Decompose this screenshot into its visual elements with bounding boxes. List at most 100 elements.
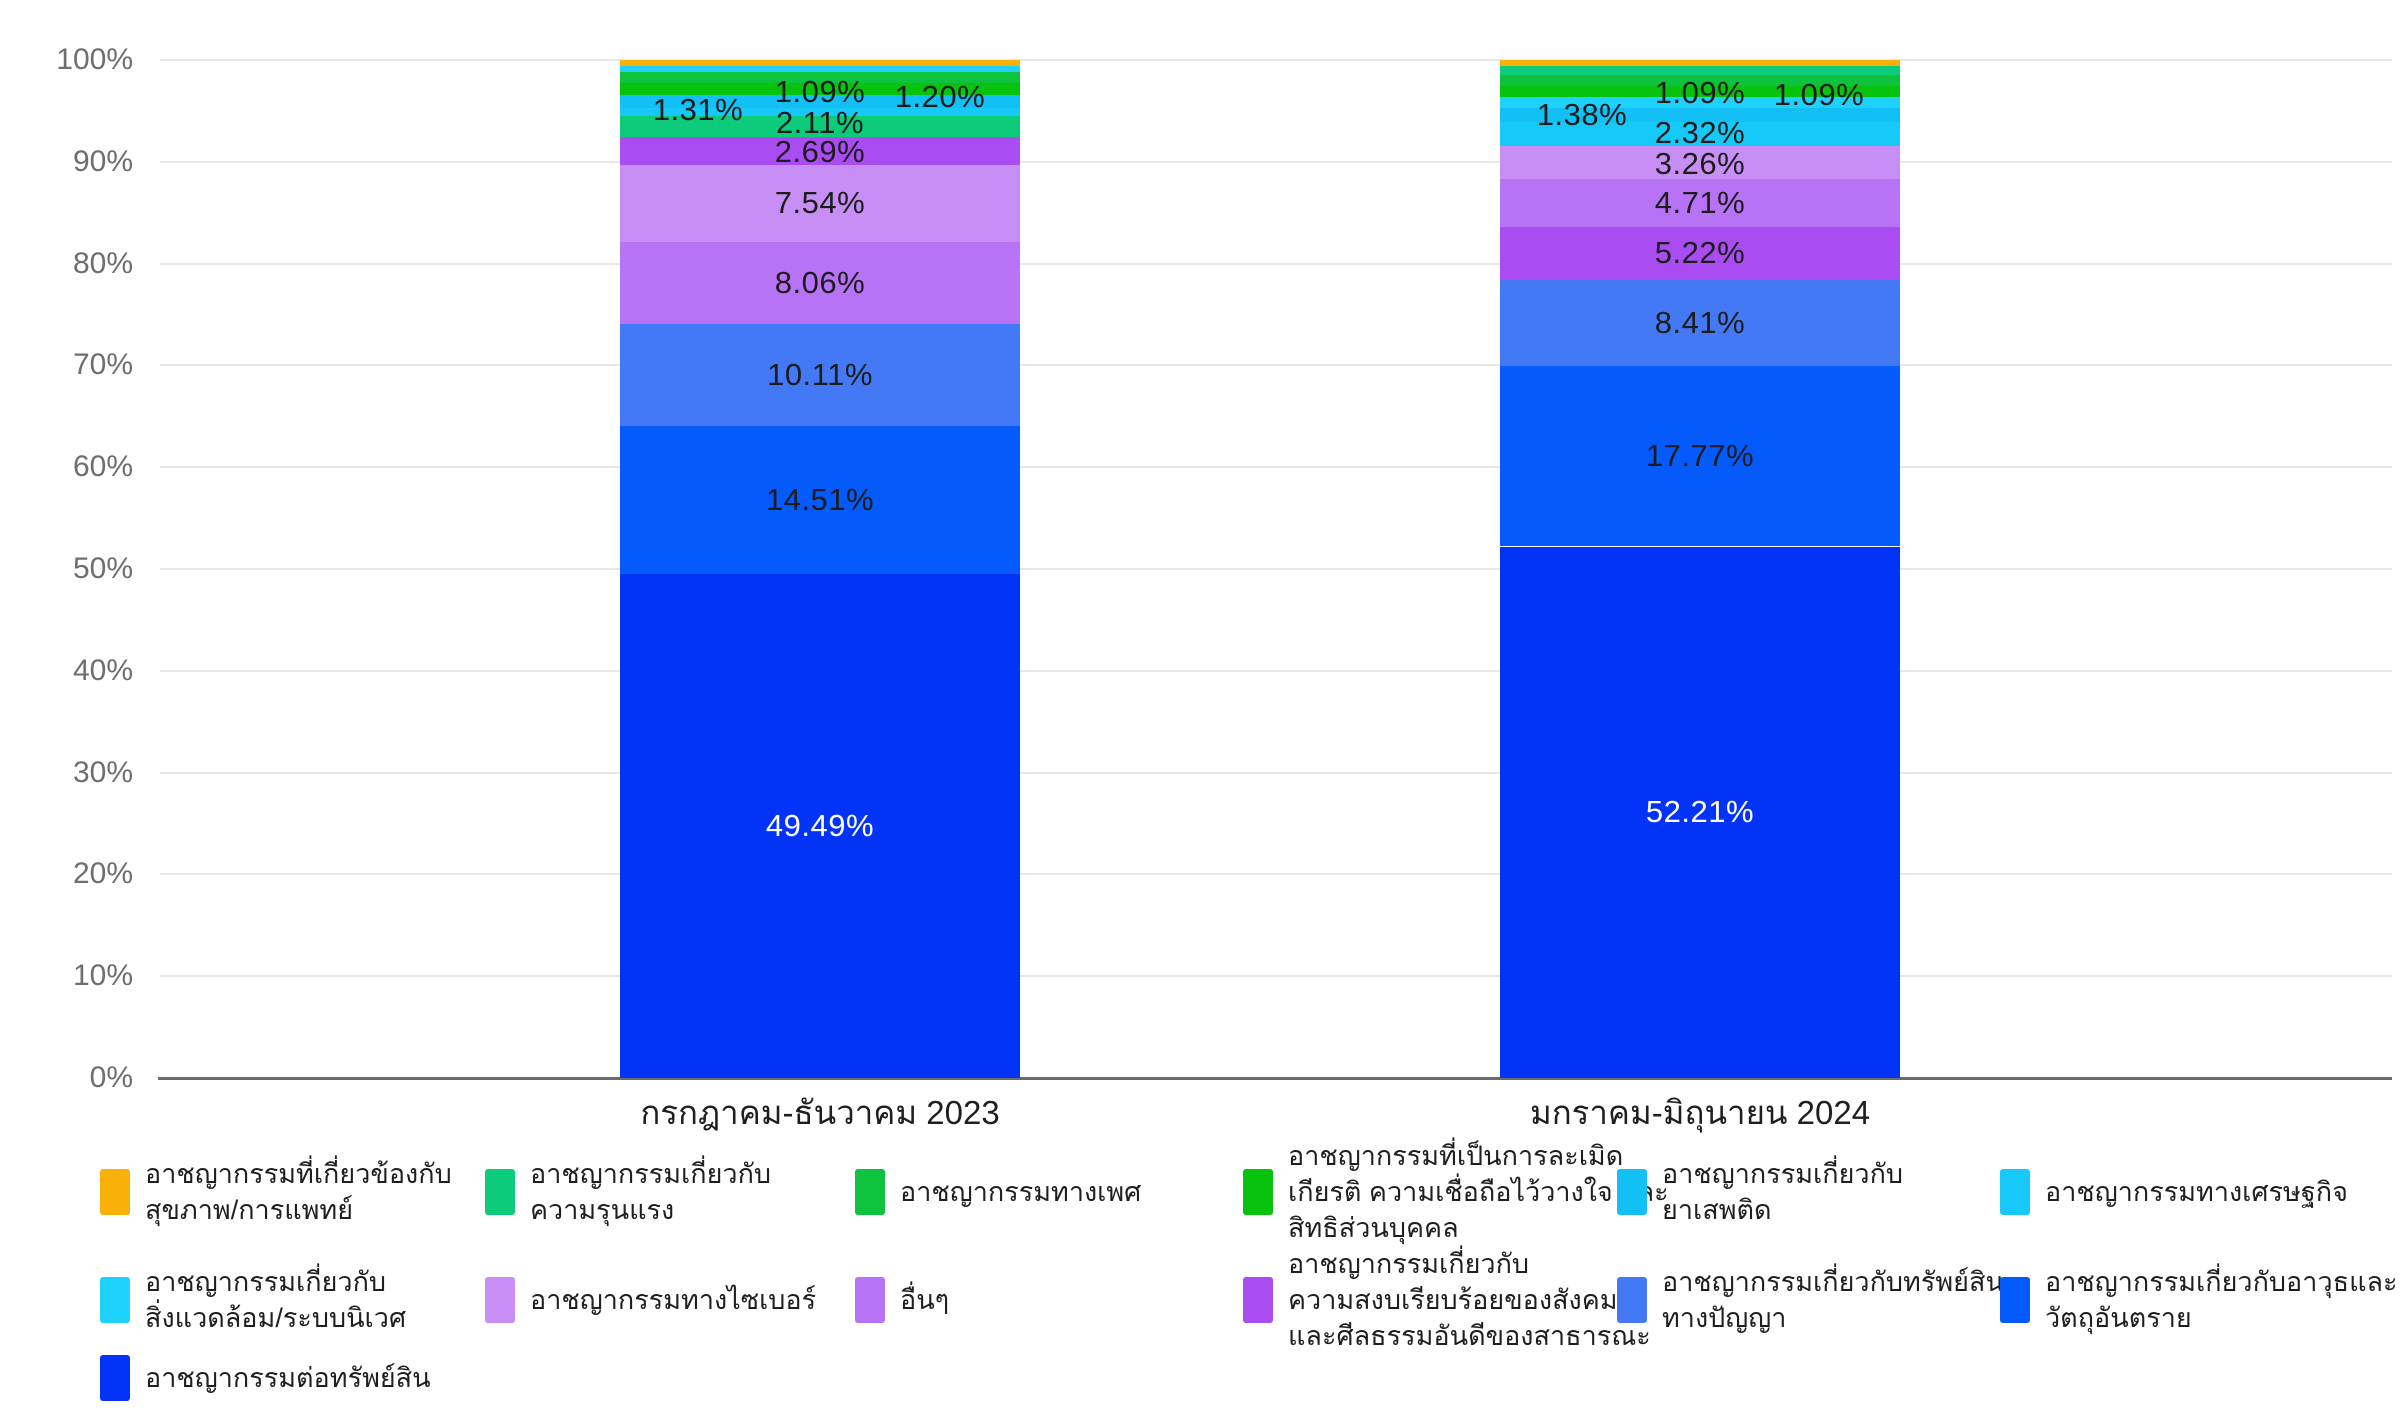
bar-0-value-label-property: 49.49% — [765, 808, 875, 844]
legend-swatch-social_order — [1243, 1277, 1273, 1323]
y-axis-tick-100: 100% — [56, 43, 133, 76]
bar-1-segment-violence — [1500, 66, 1900, 76]
legend-label-health_medical: อาชญากรรมที่เกี่ยวข้องกับ สุขภาพ/การแพทย์ — [145, 1159, 452, 1225]
bar-1-value-label-property: 52.21% — [1645, 794, 1755, 830]
bar-1-segment-social_order — [1500, 226, 1900, 280]
legend-item-honor_trust: อาชญากรรมที่เป็นการละเมิด เกียรติ ความเชื… — [1243, 1140, 1669, 1244]
bar-1-value-label-cyber: 3.26% — [1654, 146, 1746, 181]
legend-item-violence: อาชญากรรมเกี่ยวกับ ความรุนแรง — [485, 1140, 771, 1244]
legend-item-drugs: อาชญากรรมเกี่ยวกับ ยาเสพติด — [1617, 1140, 1903, 1244]
legend-item-social_order: อาชญากรรมเกี่ยวกับ ความสงบเรียบร้อยของสัง… — [1243, 1244, 1651, 1356]
legend-item-sexual: อาชญากรรมทางเพศ — [855, 1140, 1141, 1244]
bar-1-value-label-sexual: 1.09% — [1654, 75, 1746, 110]
gridline-100 — [160, 59, 2392, 61]
bar-1-segment-weapons — [1500, 365, 1900, 547]
bar-0-value-label-sexual: 1.09% — [774, 74, 866, 109]
gridline-20 — [160, 873, 2392, 876]
y-axis-tick-10: 10% — [72, 959, 133, 993]
legend-swatch-property — [100, 1355, 130, 1401]
legend-swatch-violence — [485, 1169, 515, 1215]
bar-0-value-label-social_order: 2.69% — [774, 134, 866, 169]
bar-0-segment-economic — [620, 108, 1020, 116]
legend-swatch-weapons — [2000, 1277, 2030, 1323]
gridline-50 — [160, 568, 2392, 570]
legend-swatch-sexual — [855, 1169, 885, 1215]
legend-swatch-honor_trust — [1243, 1169, 1273, 1215]
legend-item-health_medical: อาชญากรรมที่เกี่ยวข้องกับ สุขภาพ/การแพทย์ — [100, 1140, 452, 1244]
legend-item-cyber: อาชญากรรมทางไซเบอร์ — [485, 1244, 816, 1356]
bar-1-value-label-honor_trust: 1.09% — [1773, 77, 1865, 112]
y-axis-tick-30: 30% — [72, 755, 133, 789]
x-axis-label-0: กรกฎาคม-ธันวาคม 2023 — [640, 1094, 1000, 1131]
legend-swatch-health_medical — [100, 1169, 130, 1215]
y-axis-tick-80: 80% — [72, 246, 133, 280]
y-axis-tick-50: 50% — [72, 552, 133, 585]
bar-1-segment-environment — [1500, 97, 1900, 109]
bar-1-segment-others — [1500, 178, 1900, 227]
bar-1-value-label-others: 4.71% — [1654, 184, 1746, 220]
gridline-40 — [160, 669, 2392, 672]
bar-0-segment-environment — [620, 65, 1020, 72]
legend-label-intellectual_property: อาชญากรรมเกี่ยวกับทรัพย์สิน ทางปัญญา — [1662, 1267, 2004, 1333]
bar-0-segment-weapons — [620, 426, 1020, 575]
bar-0-value-label-others: 8.06% — [774, 264, 866, 300]
bar-0-segment-social_order — [620, 137, 1020, 165]
bar-0-value-label-intellectual_property: 10.11% — [767, 357, 873, 393]
legend-swatch-environment — [100, 1277, 130, 1323]
bar-0-value-label-honor_trust: 1.20% — [894, 79, 986, 114]
legend-item-weapons: อาชญากรรมเกี่ยวกับอาวุธและ วัตถุอันตราย — [2000, 1244, 2398, 1356]
legend-item-environment: อาชญากรรมเกี่ยวกับ สิ่งแวดล้อม/ระบบนิเวศ — [100, 1244, 406, 1356]
bar-1-segment-sexual — [1500, 75, 1900, 87]
legend-swatch-intellectual_property — [1617, 1277, 1647, 1323]
legend-label-cyber: อาชญากรรมทางไซเบอร์ — [530, 1285, 817, 1315]
y-axis-tick-60: 60% — [72, 450, 133, 484]
y-axis-tick-20: 20% — [72, 857, 133, 891]
bar-1-segment-economic — [1500, 122, 1900, 146]
y-axis-tick-90: 90% — [72, 144, 133, 178]
bar-1-segment-property — [1500, 546, 1900, 1078]
gridline-30 — [160, 771, 2392, 774]
bar-1-segment-intellectual_property — [1500, 279, 1900, 366]
bar-1-value-label-drugs: 1.38% — [1536, 97, 1628, 132]
legend-swatch-others — [855, 1277, 885, 1323]
legend-item-property: อาชญากรรมต่อทรัพย์สิน — [100, 1350, 431, 1406]
legend-label-weapons: อาชญากรรมเกี่ยวกับอาวุธและ วัตถุอันตราย — [2045, 1267, 2398, 1333]
bar-0-value-label-weapons: 14.51% — [765, 482, 875, 518]
gridline-80 — [160, 262, 2392, 265]
x-axis-line — [158, 1077, 2392, 1080]
bar-0-value-label-violence: 2.11% — [775, 105, 865, 140]
legend-label-social_order: อาชญากรรมเกี่ยวกับ ความสงบเรียบร้อยของสัง… — [1288, 1249, 1651, 1351]
bar-1-value-label-social_order: 5.22% — [1654, 235, 1746, 271]
legend-label-sexual: อาชญากรรมทางเพศ — [900, 1177, 1142, 1207]
bar-0-segment-health_medical — [620, 60, 1020, 66]
legend-label-economic: อาชญากรรมทางเศรษฐกิจ — [2045, 1177, 2348, 1207]
gridline-70 — [160, 364, 2392, 367]
legend-item-others: อื่นๆ — [855, 1244, 949, 1356]
bar-0-segment-sexual — [620, 71, 1020, 83]
bar-0-value-label-cyber: 7.54% — [774, 185, 866, 221]
legend-label-property: อาชญากรรมต่อทรัพย์สิน — [145, 1363, 431, 1393]
bar-1-value-label-intellectual_property: 8.41% — [1654, 304, 1746, 340]
bar-0-segment-intellectual_property — [620, 323, 1020, 427]
legend-label-environment: อาชญากรรมเกี่ยวกับ สิ่งแวดล้อม/ระบบนิเวศ — [145, 1267, 407, 1333]
bar-1-segment-cyber — [1500, 145, 1900, 179]
y-axis-tick-40: 40% — [72, 653, 133, 687]
bar-0-segment-drugs — [620, 95, 1020, 109]
legend-label-others: อื่นๆ — [900, 1285, 950, 1315]
gridline-90 — [160, 160, 2392, 163]
bar-1-segment-health_medical — [1500, 60, 1900, 67]
x-axis-label-1: มกราคม-มิถุนายน 2024 — [1529, 1094, 1871, 1131]
gridline-60 — [160, 466, 2392, 469]
bar-1-value-label-economic: 2.32% — [1654, 115, 1746, 150]
legend-item-intellectual_property: อาชญากรรมเกี่ยวกับทรัพย์สิน ทางปัญญา — [1617, 1244, 2004, 1356]
y-axis-tick-0: 0% — [89, 1061, 133, 1094]
bar-0-value-label-drugs: 1.31% — [652, 92, 744, 127]
y-axis-tick-70: 70% — [72, 348, 133, 382]
legend-swatch-cyber — [485, 1277, 515, 1323]
gridline-10 — [160, 975, 2392, 978]
legend-item-economic: อาชญากรรมทางเศรษฐกิจ — [2000, 1140, 2348, 1244]
bar-1-value-label-weapons: 17.77% — [1645, 438, 1755, 474]
legend-swatch-drugs — [1617, 1169, 1647, 1215]
bar-0-segment-cyber — [620, 164, 1020, 242]
